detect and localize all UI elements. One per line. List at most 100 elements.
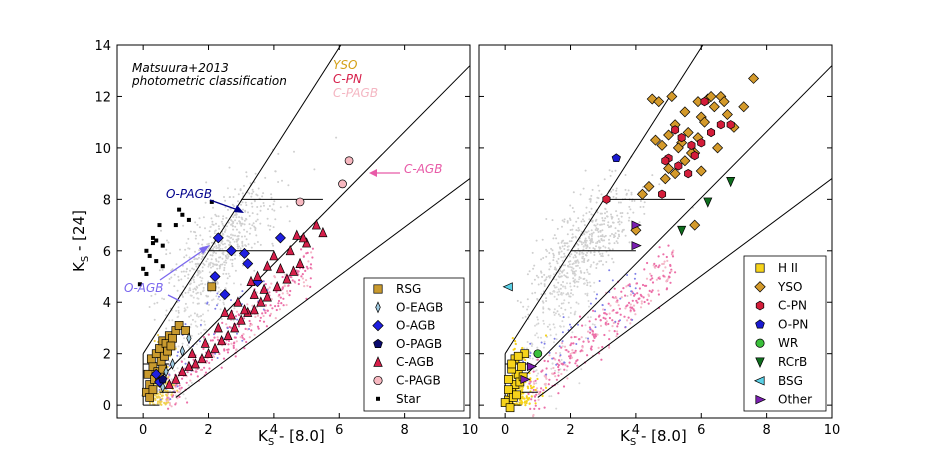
- background-point: [195, 324, 197, 327]
- background-point: [562, 385, 566, 388]
- background-point: [286, 205, 289, 208]
- background-point: [557, 293, 560, 296]
- background-point: [549, 274, 552, 277]
- background-point: [512, 348, 515, 351]
- background-point: [242, 264, 244, 267]
- background-point: [226, 351, 230, 354]
- background-point: [281, 286, 284, 289]
- background-point: [165, 327, 168, 330]
- background-point: [301, 277, 304, 280]
- background-point: [166, 389, 169, 392]
- background-point: [555, 237, 558, 240]
- background-point: [597, 235, 600, 238]
- background-point: [574, 254, 577, 257]
- background-point: [256, 206, 259, 208]
- background-point: [198, 284, 201, 287]
- background-point: [171, 319, 174, 322]
- background-point: [262, 192, 265, 195]
- background-point: [201, 243, 204, 246]
- point-c-agb: [171, 373, 181, 384]
- background-point: [304, 269, 307, 272]
- background-point: [542, 301, 545, 304]
- background-point: [531, 343, 534, 346]
- background-point: [608, 316, 612, 320]
- background-point: [626, 319, 629, 322]
- background-point: [601, 219, 604, 222]
- x-label-rest-right: - [8.0]: [636, 427, 687, 445]
- background-point: [202, 216, 205, 219]
- background-point: [306, 267, 309, 270]
- background-point: [580, 220, 583, 223]
- background-point: [168, 420, 170, 422]
- background-point: [602, 316, 605, 319]
- background-point: [534, 399, 537, 402]
- background-point: [157, 400, 160, 403]
- background-point: [662, 253, 665, 256]
- arrow-oagb: [159, 248, 206, 281]
- point-rsg: [148, 385, 158, 395]
- background-point: [208, 230, 211, 233]
- point-yso: [718, 96, 730, 108]
- background-point: [573, 274, 576, 277]
- background-point: [627, 219, 630, 222]
- background-point: [154, 293, 157, 296]
- background-point: [179, 388, 182, 391]
- x-tick-label: 2: [204, 423, 212, 438]
- background-point: [643, 268, 646, 271]
- background-point: [248, 223, 251, 226]
- x-tick-label: 4: [270, 423, 278, 438]
- background-point: [180, 270, 183, 273]
- point-yso: [663, 162, 675, 174]
- background-point: [587, 337, 589, 340]
- background-point: [248, 232, 251, 235]
- background-point: [244, 201, 247, 204]
- background-point: [561, 340, 564, 343]
- background-point: [521, 316, 524, 319]
- background-point: [335, 136, 338, 139]
- background-point: [559, 315, 562, 317]
- background-point: [615, 187, 618, 190]
- legend-label: WR: [778, 336, 798, 350]
- background-point: [533, 395, 537, 398]
- background-point: [663, 260, 666, 263]
- background-point: [560, 372, 563, 376]
- background-point: [243, 338, 246, 341]
- background-point: [583, 271, 586, 274]
- background-point: [255, 234, 258, 237]
- background-point: [235, 216, 238, 219]
- background-point: [540, 336, 542, 339]
- background-point: [580, 336, 583, 339]
- background-point: [182, 393, 185, 396]
- point-h-ii: [507, 359, 517, 369]
- background-point: [167, 401, 170, 404]
- background-point: [533, 264, 536, 267]
- point-c-agb: [275, 262, 285, 274]
- legend-label: C-PAGB: [396, 374, 441, 388]
- background-point: [216, 357, 219, 359]
- background-point: [211, 299, 213, 302]
- background-point: [249, 182, 252, 185]
- background-point: [667, 244, 670, 247]
- background-point: [214, 242, 216, 245]
- background-point: [610, 190, 613, 193]
- background-point: [640, 302, 643, 305]
- background-point: [574, 261, 577, 264]
- legend-label: O-AGB: [396, 319, 435, 333]
- background-point: [627, 301, 631, 304]
- background-point: [561, 225, 563, 228]
- background-point: [549, 328, 552, 331]
- background-point: [215, 295, 218, 298]
- background-point: [645, 277, 649, 280]
- background-point: [277, 152, 280, 155]
- background-point: [230, 233, 233, 236]
- background-point: [542, 389, 545, 392]
- legend-box-right: [743, 255, 827, 412]
- background-point: [579, 193, 582, 196]
- background-point: [569, 219, 572, 221]
- background-point: [643, 201, 646, 204]
- background-point: [561, 331, 564, 334]
- background-point: [599, 319, 602, 322]
- background-point: [632, 292, 635, 295]
- background-point: [542, 311, 545, 314]
